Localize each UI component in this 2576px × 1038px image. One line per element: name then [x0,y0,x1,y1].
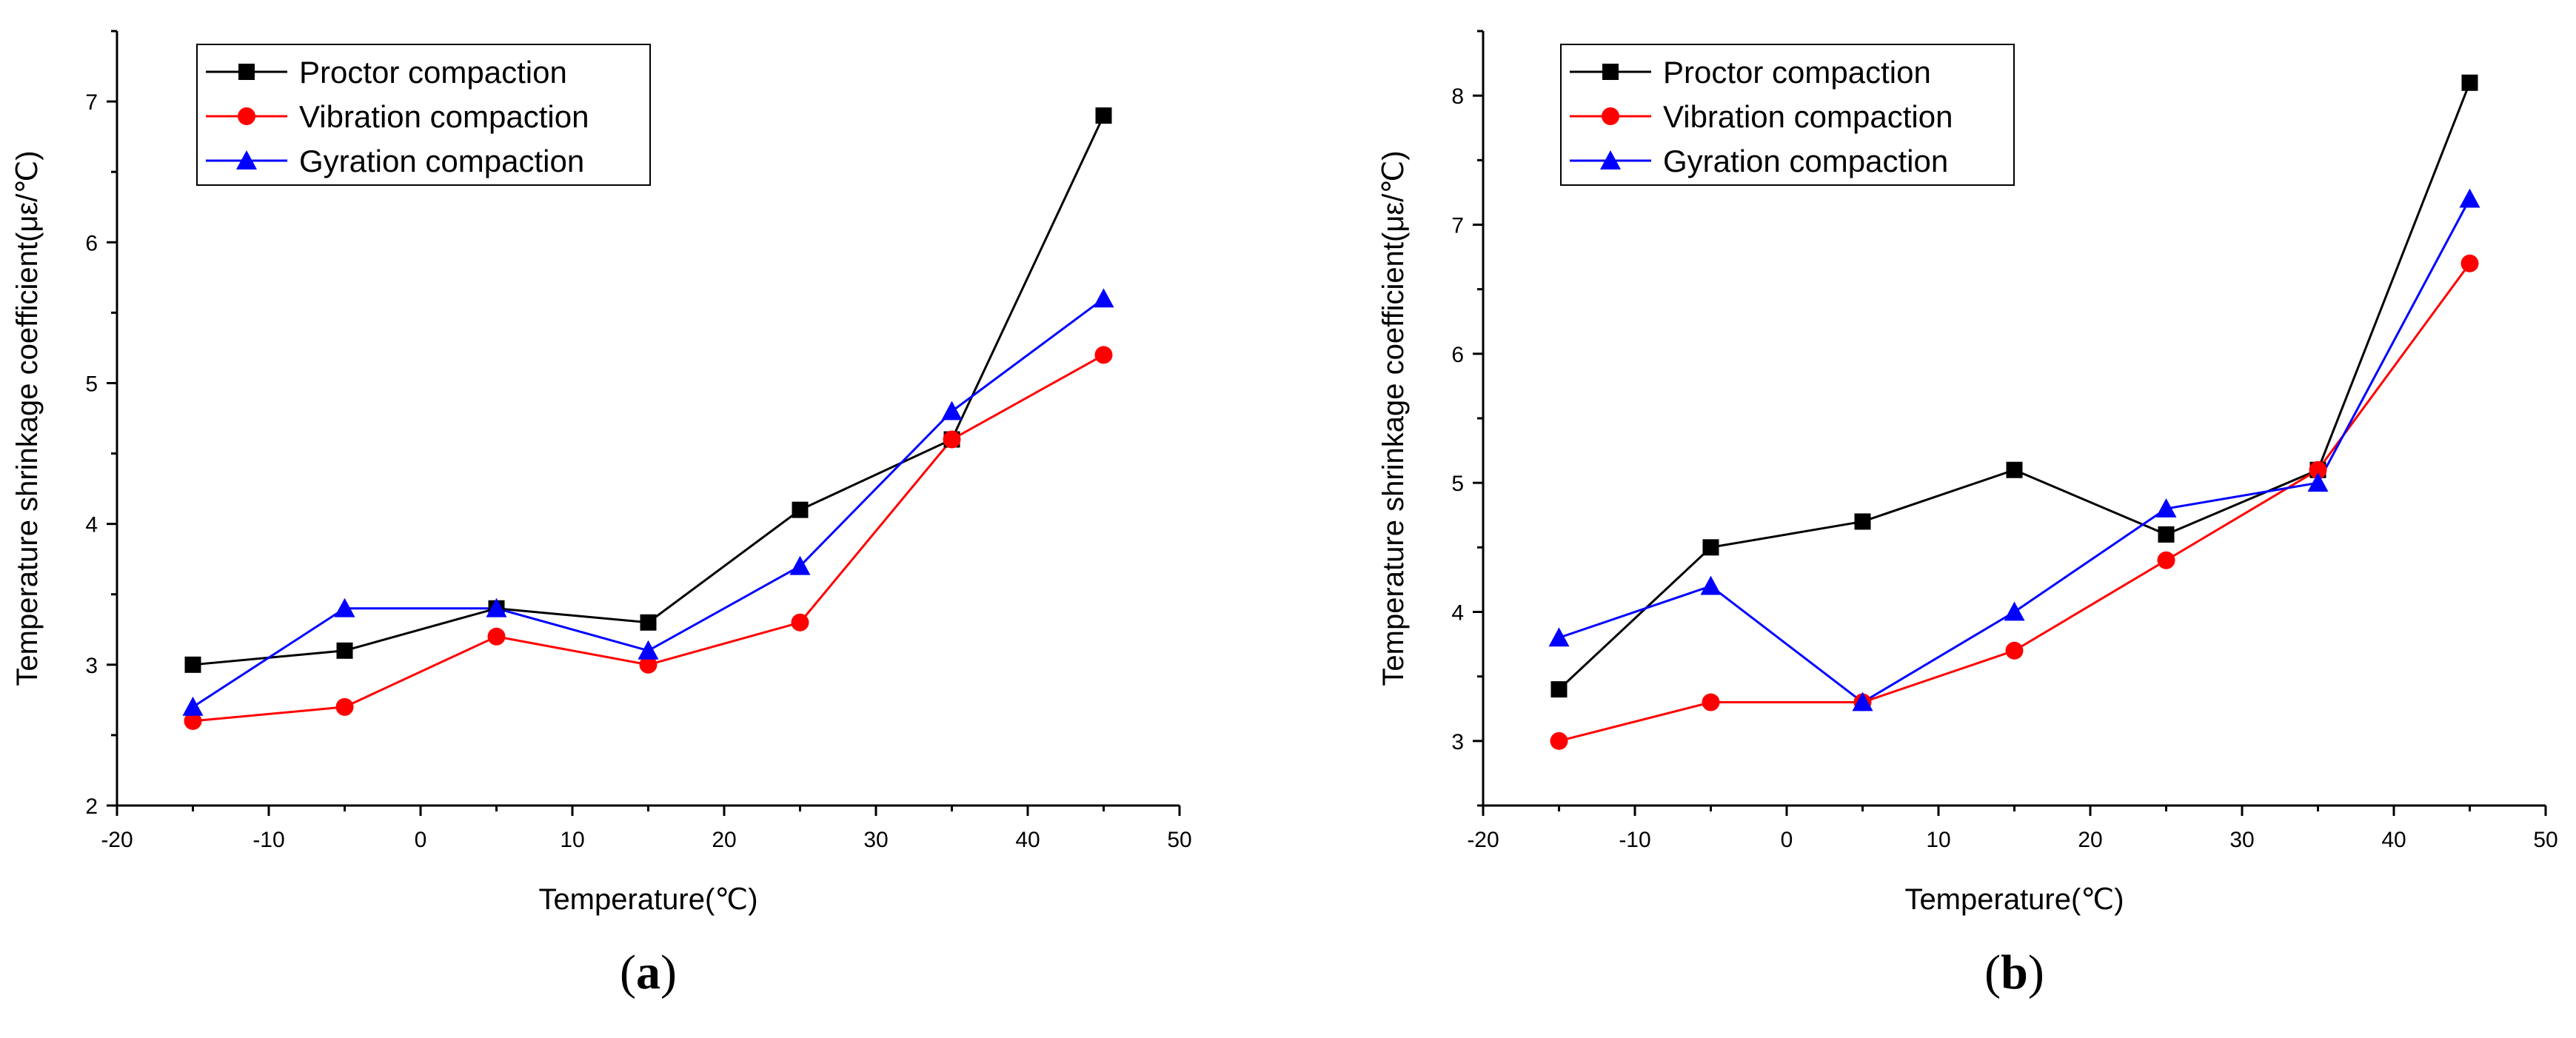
y-axis-title: Temperature shrinkage coefficient(με/℃) [1377,150,1410,686]
legend-marker [238,64,255,80]
legend-marker [1602,107,1619,125]
x-tick-label: 40 [1015,828,1040,852]
data-point-vibration [2460,254,2479,272]
data-point-gyration [2307,472,2329,492]
data-point-proctor [184,656,201,673]
y-tick-label: 7 [85,90,98,115]
x-tick-label: 20 [712,828,736,852]
data-point-proctor [2461,74,2478,91]
x-tick-label: 20 [2078,828,2102,852]
legend: Proctor compaction Vibration compaction Gy… [1560,44,2015,186]
y-tick-label: 8 [1451,84,1464,109]
data-point-gyration [1852,692,1873,711]
data-point-vibration [1702,693,1720,711]
y-tick-label: 5 [85,372,98,396]
x-tick-label: 50 [1167,828,1191,852]
legend-marker [236,150,257,170]
data-point-proctor [336,642,353,659]
legend-label: Proctor compaction [1663,55,1931,90]
data-point-vibration [487,627,506,646]
data-point-proctor [1095,107,1112,124]
data-point-vibration [943,430,961,449]
x-tick-label: 0 [415,828,427,852]
data-point-gyration [182,696,204,716]
panel-label: (a) [620,945,677,1000]
series-line-proctor-compaction [193,115,1105,666]
data-point-gyration [789,555,811,575]
data-point-gyration [2004,601,2025,621]
data-point-proctor [2006,461,2023,478]
x-tick-label: -10 [252,828,284,852]
data-point-proctor [2158,526,2175,543]
chart-panel-a: -20 -10 0 10 20 30 40 50 2 3 4 5 6 7 Temperature(℃) Tem… [11,30,1192,1000]
y-tick-label: 2 [85,794,98,819]
data-point-vibration [2157,551,2175,569]
legend-label: Proctor compaction [299,55,567,90]
data-point-gyration [486,597,507,617]
data-point-proctor [1702,539,1719,556]
series-line-vibration-compaction [1559,262,2471,743]
y-tick-label: 7 [1451,214,1464,238]
legend-label: Vibration compaction [299,99,589,134]
y-tick-label: 5 [1451,472,1464,496]
x-tick-label: -10 [1619,828,1650,852]
data-point-vibration [791,613,809,632]
y-axis-title: Temperature shrinkage coefficient(με/℃) [11,150,44,686]
data-point-gyration [638,640,659,660]
x-tick-label: 40 [2381,828,2406,852]
y-tick-label: 4 [85,513,98,538]
y-tick-label: 6 [1451,343,1464,367]
legend-marker [1600,150,1621,170]
data-point-proctor [1550,681,1568,698]
panel-label: (b) [1984,945,2044,1000]
x-tick-label: 30 [863,828,888,852]
y-tick-label: 3 [85,654,98,678]
x-tick-label: 10 [560,828,584,852]
data-point-proctor [640,614,657,631]
legend: Proctor compaction Vibration compaction Gy… [196,44,651,186]
data-point-vibration [2005,641,2024,660]
data-point-vibration [1094,346,1113,364]
x-tick-label: -20 [1467,828,1499,852]
legend-box [196,44,651,186]
legend-label: Vibration compaction [1663,99,1953,134]
x-tick-label: 10 [1926,828,1950,852]
x-axis-title: Temperature(℃) [1904,883,2124,916]
y-tick-label: 4 [1451,601,1464,626]
data-point-gyration [1093,288,1114,308]
data-point-gyration [2155,498,2177,518]
legend-label: Gyration compaction [1663,144,1948,178]
x-tick-label: 0 [1781,828,1793,852]
data-point-gyration [334,597,355,617]
chart-panel-b: -20 -10 0 10 20 30 40 50 3 4 5 6 7 8 Temperature(℃) Tem… [1377,30,2558,1000]
x-tick-label: -20 [101,828,133,852]
data-point-vibration [639,655,658,674]
x-tick-label: 50 [2533,828,2557,852]
legend-marker [1602,64,1619,80]
data-point-vibration [184,711,202,730]
y-tick-label: 6 [85,231,98,255]
data-point-vibration [1550,731,1568,750]
data-point-proctor [1854,513,1871,530]
data-point-gyration [941,401,963,421]
x-tick-label: 30 [2229,828,2254,852]
data-point-gyration [1700,575,1722,595]
data-point-vibration [2309,461,2327,479]
data-point-proctor [792,501,809,518]
data-point-vibration [335,697,354,716]
y-tick-label: 3 [1451,730,1464,754]
legend-marker [238,107,255,125]
legend-label: Gyration compaction [299,144,584,178]
data-point-gyration [1548,627,1570,647]
data-point-gyration [2459,188,2480,208]
x-axis-title: Temperature(℃) [538,883,757,916]
